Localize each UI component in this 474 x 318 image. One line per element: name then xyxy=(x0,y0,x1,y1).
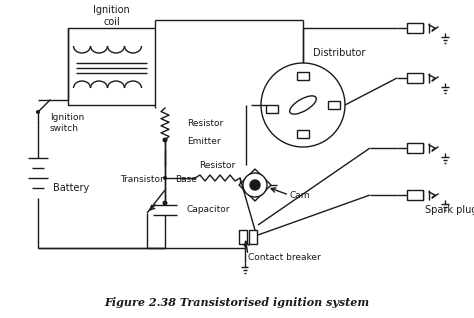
Circle shape xyxy=(36,110,40,114)
Circle shape xyxy=(261,63,345,147)
Bar xyxy=(266,105,278,113)
Text: Capacitor: Capacitor xyxy=(187,205,230,215)
Bar xyxy=(407,73,423,83)
Bar xyxy=(407,23,423,33)
Text: Resistor: Resistor xyxy=(187,120,223,128)
Text: Resistor: Resistor xyxy=(200,162,236,170)
Bar xyxy=(249,230,257,244)
Circle shape xyxy=(163,201,167,205)
Circle shape xyxy=(250,180,260,190)
Polygon shape xyxy=(239,169,271,201)
Text: Ignition
switch: Ignition switch xyxy=(50,113,84,133)
Bar xyxy=(407,190,423,200)
Bar xyxy=(297,130,309,138)
Text: Battery: Battery xyxy=(53,183,89,193)
Text: Cam: Cam xyxy=(290,190,310,199)
Text: Distributor: Distributor xyxy=(313,48,365,58)
Text: Emitter: Emitter xyxy=(187,137,220,147)
Text: Ignition
coil: Ignition coil xyxy=(93,5,130,27)
Text: Figure 2.38 Transistorised ignition system: Figure 2.38 Transistorised ignition syst… xyxy=(104,298,370,308)
Bar xyxy=(239,230,247,244)
Ellipse shape xyxy=(290,96,316,114)
Text: Contact breaker: Contact breaker xyxy=(248,252,321,261)
Bar xyxy=(68,28,155,105)
Bar xyxy=(328,101,340,109)
Bar xyxy=(407,143,423,153)
Circle shape xyxy=(243,173,267,197)
Text: Base: Base xyxy=(175,176,197,184)
Text: Spark plugs: Spark plugs xyxy=(425,205,474,215)
Circle shape xyxy=(163,137,167,142)
Text: Transistor: Transistor xyxy=(120,176,164,184)
Circle shape xyxy=(163,176,167,180)
Bar xyxy=(297,72,309,80)
